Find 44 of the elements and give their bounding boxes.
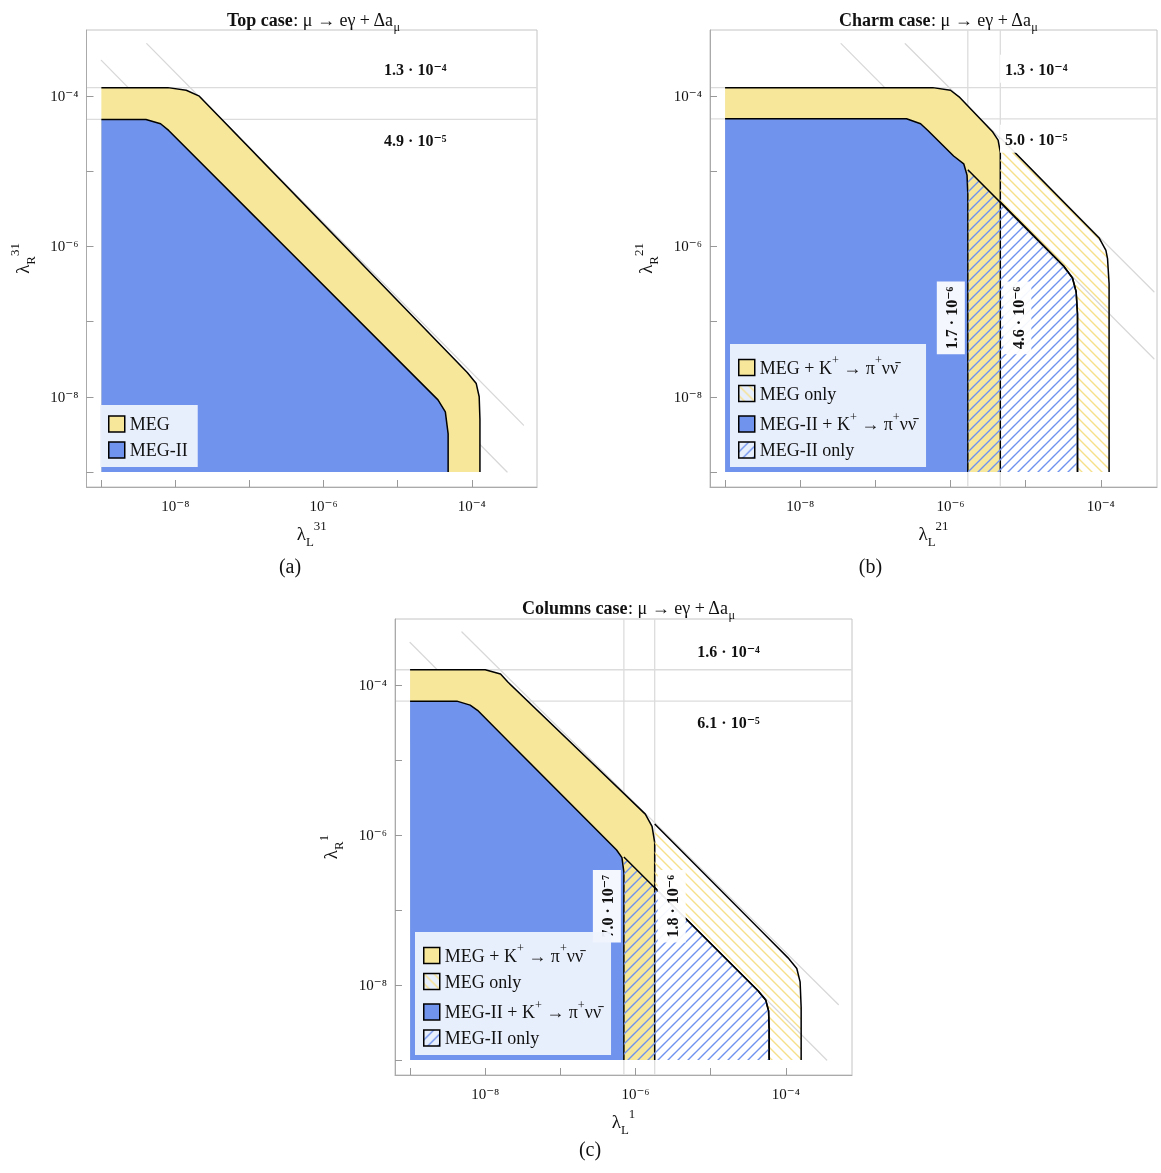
legend-label: MEG-II + K+ → π+νν̄	[759, 409, 920, 434]
x-tick-label: 10⁻⁴	[771, 1086, 800, 1103]
ref-line-label: 1.8 · 10⁻⁶	[664, 874, 682, 938]
ref-line-label: 1.6 · 10⁻⁴	[697, 643, 761, 661]
ref-line-label: 1.7 · 10⁻⁶	[943, 286, 961, 350]
x-tick-label: 10⁻⁶	[936, 498, 965, 515]
legend-label: MEG + K+ → π+νν̄	[759, 353, 902, 378]
text: (b)	[858, 555, 883, 578]
ref-line-label: 5.0 · 10⁻⁵	[1005, 131, 1068, 149]
legend-label: MEG only	[759, 383, 837, 404]
ref-line-label: 4.6 · 10⁻⁶	[1009, 286, 1027, 350]
ref-line-label: 1.3 · 10⁻⁴	[384, 61, 447, 79]
ref-line-label: 6.1 · 10⁻⁵	[697, 713, 761, 731]
y-tick-label: 10⁻⁶	[673, 238, 702, 255]
legend-label: MEG-II	[129, 440, 188, 460]
y-tick-label: 10⁻⁸	[50, 388, 79, 405]
legend-label: MEG only	[444, 971, 522, 992]
text: (c)	[578, 1138, 602, 1161]
x-tick-label: 10⁻⁸	[786, 498, 815, 515]
y-tick-label: 10⁻⁸	[673, 388, 702, 405]
y-tick-label: 10⁻⁴	[50, 88, 79, 105]
legend-label: MEG	[129, 414, 170, 434]
x-tick-label: 10⁻⁴	[457, 498, 486, 515]
y-axis-title: λR1	[315, 834, 346, 860]
legend-label: MEG-II only	[759, 440, 855, 460]
y-axis-title: λR31	[7, 243, 38, 274]
legend-label: MEG + K+ → π+νν̄	[444, 941, 587, 966]
ref-line-label: 4.9 · 10⁻⁵	[384, 131, 447, 149]
x-tick-label: 10⁻⁸	[161, 498, 190, 515]
x-tick-label: 10⁻⁴	[1086, 498, 1115, 515]
x-tick-label: 10⁻⁶	[621, 1086, 650, 1103]
y-axis-title: λR21	[630, 243, 661, 274]
y-tick-label: 10⁻⁶	[50, 238, 79, 255]
ref-line-label: 1.3 · 10⁻⁴	[1005, 61, 1068, 79]
legend-label: MEG-II only	[444, 1028, 540, 1048]
y-tick-label: 10⁻⁴	[673, 88, 702, 105]
x-tick-label: 10⁻⁸	[471, 1086, 500, 1103]
ref-line-label: 7.0 · 10⁻⁷	[599, 874, 617, 938]
text: (a)	[278, 555, 302, 578]
y-tick-label: 10⁻⁶	[358, 827, 387, 844]
y-tick-label: 10⁻⁴	[358, 677, 387, 694]
legend-label: MEG-II + K+ → π+νν̄	[444, 997, 605, 1022]
y-tick-label: 10⁻⁸	[358, 976, 387, 993]
x-tick-label: 10⁻⁶	[309, 498, 338, 515]
